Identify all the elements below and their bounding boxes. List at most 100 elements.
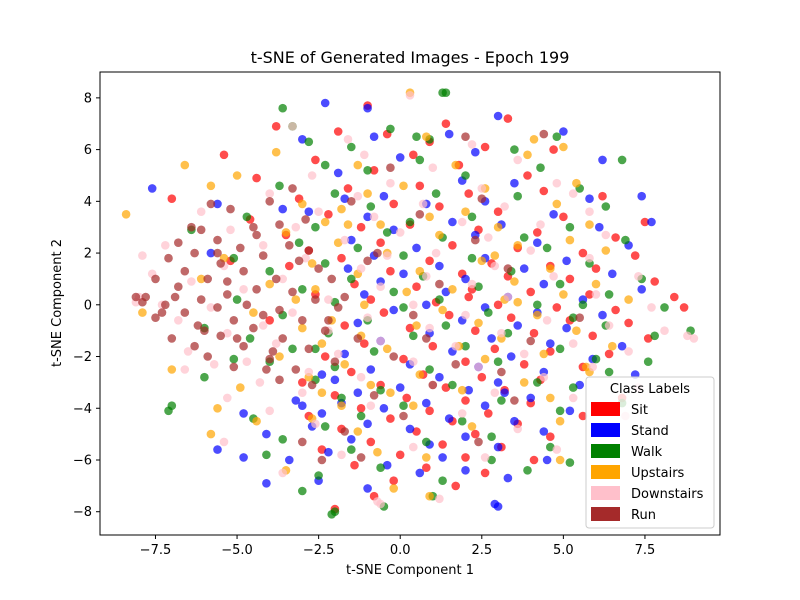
- point-run-72: [389, 352, 399, 361]
- point-walk-72: [555, 344, 565, 354]
- point-run-44: [239, 341, 248, 351]
- point-walk-57: [660, 303, 669, 312]
- point-sit-56: [670, 292, 679, 302]
- point-upstairs-42: [311, 285, 320, 294]
- point-run-90: [131, 292, 141, 302]
- point-walk-70: [288, 344, 297, 354]
- point-upstairs-60: [608, 341, 617, 351]
- point-downstairs-18: [369, 212, 379, 222]
- point-sit-50: [650, 277, 659, 286]
- point-run-83: [288, 184, 297, 193]
- point-run-20: [174, 282, 183, 292]
- point-downstairs-17: [585, 207, 594, 216]
- point-downstairs-29: [258, 241, 268, 250]
- point-upstairs-39: [265, 279, 275, 289]
- point-stand-4: [369, 132, 379, 141]
- point-walk-25: [467, 212, 477, 222]
- x-tick-label-0: −7.5: [140, 543, 172, 558]
- point-sit-100: [386, 414, 395, 423]
- point-sit-46: [386, 266, 395, 276]
- point-downstairs-11: [265, 189, 275, 198]
- point-stand-52: [598, 310, 607, 320]
- y-tick-label-6: 4: [84, 195, 92, 210]
- point-sit-97: [425, 406, 434, 416]
- point-downstairs-14: [418, 199, 428, 209]
- point-run-88: [262, 365, 271, 374]
- point-run-42: [278, 334, 288, 343]
- point-downstairs-2: [343, 135, 353, 144]
- point-walk-12: [415, 155, 425, 165]
- point-walk-15: [363, 166, 372, 175]
- point-sit-26: [559, 212, 568, 222]
- point-sit-118: [451, 481, 461, 491]
- point-upstairs-43: [402, 287, 412, 297]
- point-stand-118: [647, 217, 656, 227]
- point-stand-96: [324, 447, 333, 457]
- point-upstairs-83: [252, 416, 261, 426]
- point-downstairs-61: [174, 316, 183, 325]
- point-walk-37: [399, 251, 408, 260]
- point-upstairs-85: [353, 427, 363, 436]
- point-walk-20: [330, 189, 340, 198]
- point-upstairs-98: [490, 251, 500, 260]
- point-run-86: [575, 313, 584, 323]
- point-walk-85: [568, 383, 578, 392]
- point-sit-10: [549, 145, 558, 154]
- point-downstairs-43: [278, 274, 288, 284]
- point-walk-96: [457, 416, 467, 426]
- point-walk-23: [601, 202, 611, 211]
- point-sit-106: [546, 432, 555, 442]
- point-upstairs-89: [555, 455, 565, 465]
- point-run-61: [474, 437, 483, 447]
- point-upstairs-28: [333, 238, 343, 247]
- point-upstairs-92: [389, 484, 399, 493]
- point-walk-104: [262, 450, 271, 460]
- point-downstairs-30: [526, 246, 535, 255]
- point-stand-56: [562, 323, 571, 333]
- point-walk-105: [487, 455, 496, 465]
- point-upstairs-50: [249, 308, 258, 317]
- point-sit-116: [480, 468, 490, 478]
- point-stand-102: [239, 453, 248, 462]
- point-stand-5: [559, 127, 568, 136]
- point-sit-93: [402, 393, 412, 403]
- point-downstairs-5: [360, 150, 369, 160]
- point-downstairs-57: [288, 308, 297, 317]
- point-walk-109: [314, 471, 323, 480]
- point-run-17: [271, 274, 281, 284]
- point-downstairs-9: [386, 178, 395, 188]
- point-upstairs-88: [422, 453, 431, 462]
- point-stand-1: [493, 111, 503, 121]
- point-run-56: [265, 197, 275, 206]
- point-upstairs-5: [529, 135, 539, 144]
- point-walk-19: [431, 189, 441, 198]
- point-stand-74: [575, 380, 584, 390]
- point-run-89: [399, 411, 408, 421]
- point-upstairs-78: [409, 401, 418, 411]
- point-downstairs-56: [647, 303, 656, 312]
- point-walk-92: [399, 401, 408, 411]
- point-downstairs-66: [223, 328, 232, 338]
- point-run-23: [288, 287, 297, 297]
- point-upstairs-22: [585, 220, 594, 229]
- point-run-85: [373, 248, 382, 258]
- point-run-99: [223, 277, 232, 286]
- point-downstairs-62: [258, 321, 268, 330]
- point-sit-68: [340, 321, 350, 330]
- point-stand-72: [330, 375, 340, 385]
- point-sit-40: [630, 251, 640, 260]
- point-walk-11: [617, 155, 627, 165]
- point-upstairs-69: [415, 370, 425, 379]
- point-downstairs-13: [353, 191, 363, 201]
- point-walk-29: [382, 228, 392, 237]
- point-downstairs-80: [209, 360, 219, 369]
- point-walk-94: [356, 411, 366, 421]
- point-stand-95: [493, 442, 503, 452]
- x-tick-label-5: 5.0: [553, 543, 574, 558]
- point-walk-76: [229, 354, 239, 364]
- point-sit-108: [438, 440, 447, 449]
- point-downstairs-84: [180, 365, 190, 374]
- point-run-34: [151, 313, 160, 323]
- point-sit-94: [461, 396, 470, 405]
- legend-label-downstairs: Downstairs: [631, 487, 704, 502]
